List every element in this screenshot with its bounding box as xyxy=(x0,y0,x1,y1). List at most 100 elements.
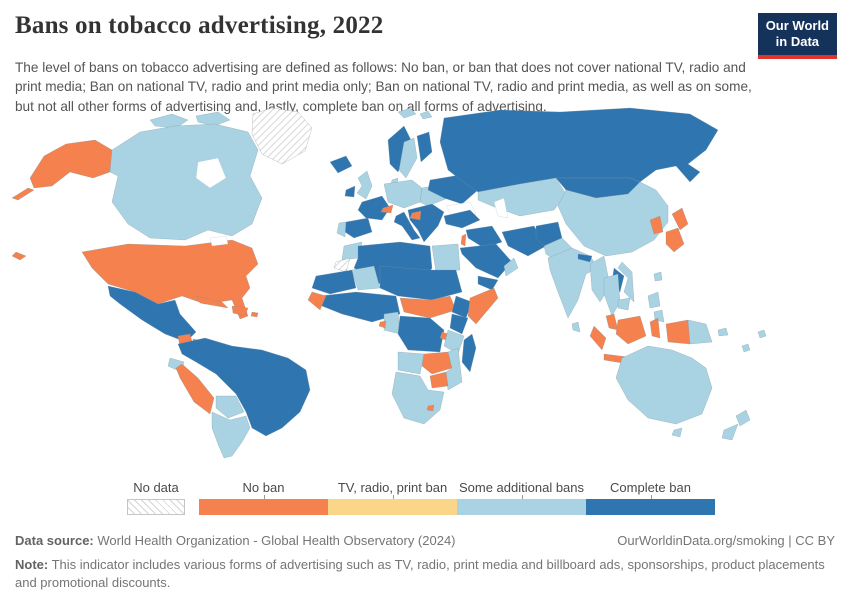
region-iran[interactable] xyxy=(501,225,547,257)
region-sulawesi[interactable] xyxy=(649,317,661,339)
region-svalbard[interactable] xyxy=(419,110,433,120)
region-japan[interactable] xyxy=(671,207,689,231)
legend-segment-tv-radio-print[interactable]: TV, radio, print ban xyxy=(328,480,457,515)
region-vanuatu[interactable] xyxy=(741,343,751,353)
region-saudi-arabia[interactable] xyxy=(459,243,513,279)
region-portugal[interactable] xyxy=(336,221,347,238)
region-fiji[interactable] xyxy=(757,329,767,339)
footer-note: Note: This indicator includes various fo… xyxy=(15,556,837,593)
region-guinea-sierra-leone[interactable] xyxy=(307,291,327,311)
data-source-label: Data source: xyxy=(15,533,94,548)
owid-logo[interactable]: Our World in Data xyxy=(757,13,837,59)
region-vietnam[interactable] xyxy=(617,261,635,303)
region-niger-chad-sudan[interactable] xyxy=(379,265,463,301)
region-russia[interactable] xyxy=(439,107,719,193)
footer-source-row: Data source: World Health Organization -… xyxy=(15,533,835,548)
region-borneo[interactable] xyxy=(615,315,647,345)
region-sumatra[interactable] xyxy=(589,325,607,351)
region-chile-argentina[interactable] xyxy=(211,411,251,459)
region-drc[interactable] xyxy=(397,315,445,353)
region-somalia[interactable] xyxy=(467,287,499,325)
region-germany-central-europe[interactable] xyxy=(383,179,423,209)
region-arctic-islands[interactable] xyxy=(195,111,231,127)
region-malaysia[interactable] xyxy=(605,313,619,331)
region-iceland[interactable] xyxy=(329,155,353,174)
region-mauritania-senegal[interactable] xyxy=(311,269,357,295)
region-spain[interactable] xyxy=(341,217,373,239)
legend-segment-label: TV, radio, print ban xyxy=(337,480,448,495)
legend-segment-some-additional[interactable]: Some additional bans xyxy=(457,480,586,515)
region-yemen[interactable] xyxy=(477,275,499,291)
region-canada[interactable] xyxy=(109,123,263,241)
region-zambia-malawi[interactable] xyxy=(421,351,453,375)
region-thailand[interactable] xyxy=(603,273,621,317)
region-italy[interactable] xyxy=(393,211,421,241)
region-bolivia[interactable] xyxy=(215,395,245,419)
region-arctic-islands[interactable] xyxy=(149,113,189,129)
note-text: This indicator includes various forms of… xyxy=(15,557,825,591)
region-western-sahara[interactable] xyxy=(333,257,351,273)
region-solomon-islands[interactable] xyxy=(717,327,729,337)
map-legend: No data No ban TV, radio, print ban Some a… xyxy=(127,480,715,515)
region-ireland[interactable] xyxy=(344,185,356,198)
owid-logo-line2: in Data xyxy=(775,34,820,50)
region-mozambique[interactable] xyxy=(445,347,463,391)
region-angola[interactable] xyxy=(397,351,425,375)
region-israel[interactable] xyxy=(460,233,467,247)
region-australia[interactable] xyxy=(615,345,713,425)
region-peru[interactable] xyxy=(175,363,215,415)
region-cuba[interactable] xyxy=(195,295,229,309)
region-nepal[interactable] xyxy=(577,253,593,263)
page-title: Bans on tobacco advertising, 2022 xyxy=(15,12,384,39)
legend-segment-no-ban[interactable]: No ban xyxy=(199,480,328,515)
legend-color-bar: No ban TV, radio, print ban Some additiona… xyxy=(199,480,715,515)
legend-segment-swatch[interactable] xyxy=(586,495,715,515)
region-turkey[interactable] xyxy=(443,209,481,229)
region-aleutians[interactable] xyxy=(11,187,35,201)
region-new-zealand[interactable] xyxy=(735,409,751,427)
region-new-zealand[interactable] xyxy=(721,423,739,441)
region-hispaniola[interactable] xyxy=(231,305,249,317)
region-hawaii[interactable] xyxy=(11,251,27,261)
legend-segment-complete[interactable]: Complete ban xyxy=(586,480,715,515)
legend-segment-label: No ban xyxy=(242,480,285,495)
region-cambodia[interactable] xyxy=(617,297,631,311)
region-tasmania[interactable] xyxy=(671,427,683,438)
region-oman[interactable] xyxy=(503,257,519,277)
region-greenland[interactable] xyxy=(251,107,313,165)
legend-segment-swatch[interactable] xyxy=(457,495,586,515)
region-kenya[interactable] xyxy=(449,313,469,335)
region-japan[interactable] xyxy=(665,227,685,253)
region-taiwan[interactable] xyxy=(653,271,663,282)
region-alaska[interactable] xyxy=(29,139,113,189)
data-source-text: World Health Organization - Global Healt… xyxy=(93,533,456,548)
legend-segment-swatch[interactable] xyxy=(328,495,457,515)
region-korea[interactable] xyxy=(649,215,664,235)
region-cameroon-gabon[interactable] xyxy=(383,311,401,335)
region-puerto-rico[interactable] xyxy=(250,311,259,318)
region-zimbabwe[interactable] xyxy=(429,371,449,389)
region-egypt[interactable] xyxy=(431,243,461,273)
legend-no-data-swatch[interactable] xyxy=(127,499,185,515)
region-lesotho[interactable] xyxy=(426,404,435,412)
region-brazil[interactable] xyxy=(177,337,311,437)
region-india[interactable] xyxy=(547,247,599,319)
region-madagascar[interactable] xyxy=(461,333,477,373)
region-equatorial-guinea[interactable] xyxy=(378,320,387,329)
license-link[interactable]: OurWorldinData.org/smoking | CC BY xyxy=(617,533,835,548)
region-sweden[interactable] xyxy=(398,137,418,179)
region-png-west[interactable] xyxy=(665,319,691,345)
region-switzerland[interactable] xyxy=(380,204,394,214)
region-bosnia[interactable] xyxy=(409,210,422,221)
region-svalbard[interactable] xyxy=(397,107,417,119)
owid-logo-line1: Our World xyxy=(765,18,829,33)
region-finland[interactable] xyxy=(416,131,433,163)
region-france[interactable] xyxy=(357,195,391,221)
legend-segment-swatch[interactable] xyxy=(199,495,328,515)
region-uk[interactable] xyxy=(356,170,373,200)
region-png-east[interactable] xyxy=(687,319,713,345)
region-philippines[interactable] xyxy=(647,291,661,309)
region-sri-lanka[interactable] xyxy=(571,321,581,333)
region-southern-africa[interactable] xyxy=(391,371,445,425)
legend-no-data[interactable]: No data xyxy=(127,480,185,515)
